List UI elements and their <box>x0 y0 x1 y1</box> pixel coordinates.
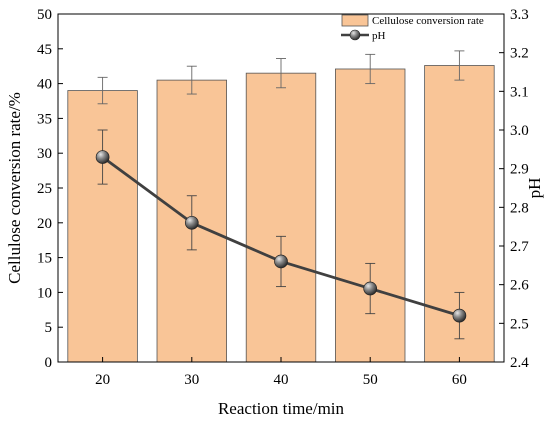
ph-marker <box>184 215 199 230</box>
x-tick-labels: 20 30 40 50 60 <box>95 372 467 388</box>
y-tick-labels: 0 5 10 15 20 25 30 35 40 45 50 <box>37 7 52 371</box>
x-tick-label: 30 <box>184 372 199 388</box>
y2-tick-labels: 2.4 2.5 2.6 2.7 2.8 2.9 3.0 3.1 3.2 3.3 <box>510 7 529 371</box>
legend: Cellulose conversion rate pH <box>341 14 484 42</box>
x-axis-title: Reaction time/min <box>218 399 345 418</box>
y2-tick-label: 3.0 <box>510 123 529 139</box>
legend-label-conversion-rate: Cellulose conversion rate <box>372 15 484 27</box>
y-tick-label: 0 <box>45 355 53 371</box>
y2-axis-title: pH <box>525 178 544 199</box>
y-tick-label: 40 <box>37 77 52 93</box>
y2-tick-label: 3.2 <box>510 46 529 62</box>
y2-tick-label: 2.8 <box>510 200 529 216</box>
x-tick-label: 50 <box>363 372 378 388</box>
y2-tick-label: 3.3 <box>510 7 529 23</box>
legend-label-ph: pH <box>372 30 386 42</box>
x-tick-label: 20 <box>95 372 110 388</box>
y-tick-label: 25 <box>37 181 52 197</box>
bars-layer <box>67 65 495 363</box>
ph-marker <box>95 150 110 164</box>
legend-marker-ph <box>349 29 361 41</box>
y-tick-label: 10 <box>37 285 52 301</box>
y2-tick-label: 2.9 <box>510 162 529 178</box>
x-tick-label: 60 <box>452 372 467 388</box>
ph-marker <box>274 254 288 269</box>
y-axis-title: Cellulose conversion rate/% <box>5 92 24 284</box>
ph-marker <box>363 281 378 296</box>
axis-ticks <box>58 13 504 363</box>
legend-swatch-conversion-rate <box>341 14 369 27</box>
y-tick-label: 35 <box>37 111 52 127</box>
bar-error-bars <box>97 50 465 105</box>
y2-tick-label: 2.6 <box>510 278 529 294</box>
y-tick-label: 30 <box>37 146 52 162</box>
ph-markers <box>95 150 467 323</box>
y2-tick-label: 2.5 <box>510 316 529 332</box>
bar <box>335 68 406 363</box>
y-tick-label: 20 <box>37 216 52 232</box>
y2-tick-label: 3.1 <box>510 84 529 100</box>
y-tick-label: 5 <box>45 320 53 336</box>
y-tick-label: 50 <box>37 7 52 23</box>
y-tick-label: 45 <box>37 42 52 58</box>
y2-tick-label: 2.7 <box>510 239 529 255</box>
bar <box>245 72 317 363</box>
x-tick-label: 40 <box>274 372 289 388</box>
y-tick-label: 15 <box>37 251 52 267</box>
ph-marker <box>452 308 467 323</box>
y2-tick-label: 2.4 <box>510 355 529 371</box>
